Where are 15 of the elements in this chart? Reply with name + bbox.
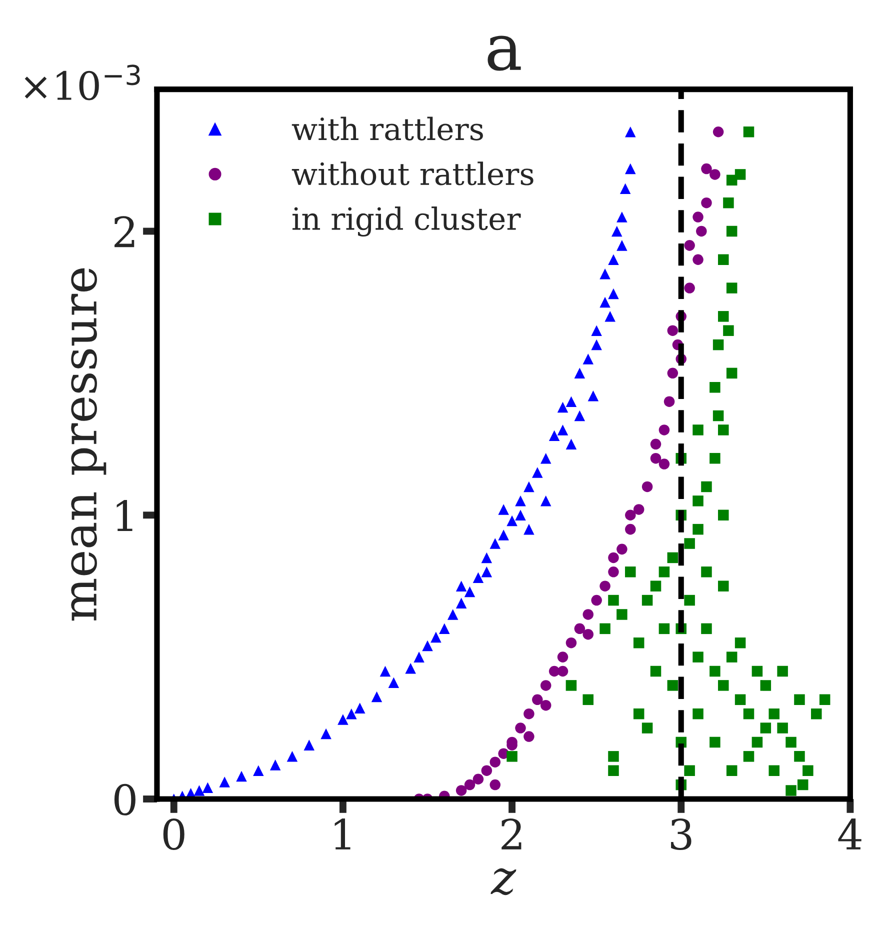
y-tick-label: 2 (114, 216, 134, 248)
x-tick-label: 4 (838, 818, 862, 850)
legend-label: in rigid cluster (292, 206, 521, 237)
x-axis-title: z (490, 868, 516, 896)
y-tick-label: 1 (116, 500, 132, 531)
y-tick-label: 0 (114, 784, 136, 816)
text: ×10$^{−3}$ (24, 64, 140, 100)
x-tick-label: 0 (163, 818, 184, 850)
legend-label: without rattlers (292, 162, 534, 186)
legend-label: with rattlers (292, 116, 483, 140)
y-axis-title: mean pressure (71, 268, 106, 621)
x-tick-label: 3 (671, 818, 692, 850)
x-tick-label: 2 (502, 818, 522, 850)
x-tick-label: 1 (334, 818, 350, 850)
chart-title: a (488, 36, 521, 71)
